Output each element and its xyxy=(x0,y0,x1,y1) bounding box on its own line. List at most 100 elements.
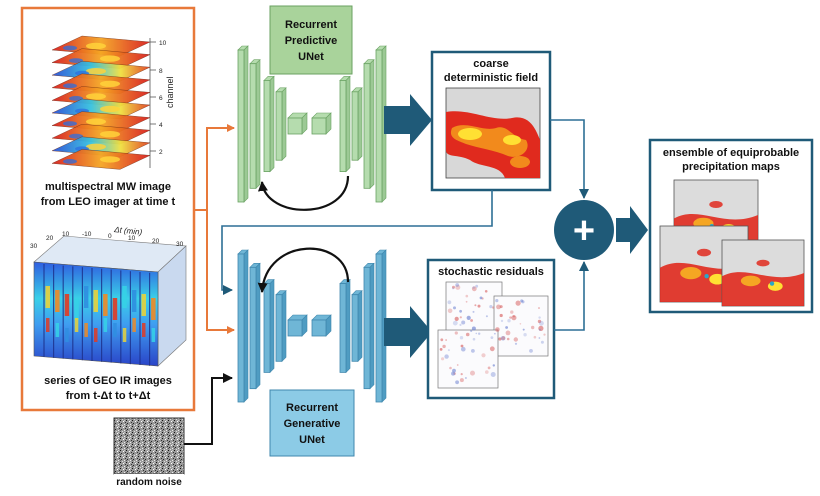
residual-speckle xyxy=(522,328,525,331)
residual-speckle xyxy=(441,357,445,361)
residual-speckle xyxy=(460,344,464,348)
mw-tick-label: 10 xyxy=(159,40,167,47)
generative-unet-label: Recurrent xyxy=(286,402,338,414)
residual-speckle xyxy=(537,319,542,324)
geo-ir-slice xyxy=(72,266,79,360)
geo-caption-line-1: series of GEO IR images xyxy=(44,375,172,387)
geo-ir-slice xyxy=(110,269,118,363)
residual-speckle xyxy=(456,364,459,366)
residual-speckle xyxy=(489,305,493,309)
unet-layer-block xyxy=(275,87,287,161)
unet-layer-block xyxy=(249,58,261,190)
geo-tick-label: 20 xyxy=(152,238,160,245)
predictive-recurrence-loop xyxy=(257,175,350,211)
residual-speckle xyxy=(489,346,495,352)
geo-tick-label: 10 xyxy=(128,235,136,242)
unet-layer-block xyxy=(249,262,261,390)
geo-tick-label: 10 xyxy=(62,231,70,238)
predictive-unet xyxy=(237,45,387,203)
predictive-unet-label-box xyxy=(269,5,353,75)
unet-layer-block xyxy=(275,289,287,363)
mw-tick-label: 6 xyxy=(159,95,163,102)
geo-axis-label: Δt (min) xyxy=(113,225,143,237)
ensemble-member-map xyxy=(721,239,805,307)
residual-speckle xyxy=(452,320,458,326)
coarse-field-label: coarse xyxy=(473,58,508,70)
residual-speckle xyxy=(470,329,473,332)
residual-speckle xyxy=(442,344,446,349)
generative-unet-label: Generative xyxy=(284,418,341,430)
residual-speckle xyxy=(500,336,506,341)
residual-speckle xyxy=(538,307,540,309)
geo-ir-slice xyxy=(120,270,127,364)
unet-layer-block xyxy=(263,278,275,374)
generative-unet xyxy=(237,249,387,403)
residual-speckle xyxy=(452,368,456,373)
generative-output-arrow xyxy=(384,306,432,358)
mw-caption-line-2: from LEO imager at time t xyxy=(41,196,176,208)
mw-axis-label: channel xyxy=(165,76,175,108)
geo-tick-label: 30 xyxy=(30,243,38,250)
unet-layer-block xyxy=(351,289,363,363)
residual-speckle xyxy=(538,328,541,331)
residual-speckle xyxy=(460,373,463,376)
random-noise-image xyxy=(113,417,185,475)
residual-speckle xyxy=(538,316,541,319)
residual-speckle xyxy=(494,332,496,335)
predictive-unet-label: UNet xyxy=(298,51,324,63)
residual-speckle xyxy=(511,315,517,321)
coarse-field-label: deterministic field xyxy=(444,72,538,84)
residual-speckle xyxy=(472,337,476,341)
residual-speckle xyxy=(472,286,476,289)
residual-speckle xyxy=(490,336,494,339)
residual-speckle xyxy=(506,337,510,341)
residual-speckle xyxy=(471,326,476,331)
residual-speckle xyxy=(495,327,500,332)
random-noise-caption-bg xyxy=(114,474,184,488)
unet-bottleneck-block xyxy=(287,314,308,337)
residual-speckle xyxy=(538,325,544,331)
residual-speckle xyxy=(461,320,466,325)
residual-speckle xyxy=(484,290,488,293)
residual-speckle xyxy=(531,325,535,330)
generative-recurrence-loop xyxy=(257,247,350,293)
unet-layer-block xyxy=(339,278,351,374)
unet-layer-block xyxy=(351,87,363,161)
residual-speckle xyxy=(499,313,503,318)
mw-tick-label: 8 xyxy=(159,68,163,75)
residual-speckle xyxy=(487,366,491,370)
combine-output-arrow xyxy=(616,206,648,254)
residual-speckle xyxy=(520,299,524,303)
unet-layer-block xyxy=(237,45,249,203)
predictive-output-arrow xyxy=(384,94,432,146)
geo-ir-slice xyxy=(62,265,70,359)
residual-speckle xyxy=(523,333,527,337)
residual-speckle xyxy=(459,323,462,326)
residual-speckle xyxy=(513,337,518,342)
residual-speckle xyxy=(543,333,546,336)
unet-layer-block xyxy=(363,58,375,190)
residual-speckle xyxy=(464,377,467,379)
residual-maps xyxy=(437,281,549,389)
mw-caption-line-1: multispectral MW image xyxy=(45,181,171,193)
geo-tick-label: 20 xyxy=(46,235,54,242)
combine-symbol: + xyxy=(573,210,595,252)
residual-speckle xyxy=(539,320,544,326)
residual-speckle xyxy=(447,308,453,314)
generative-unet-label-box xyxy=(269,389,355,457)
ensemble-maps xyxy=(659,179,805,307)
geo-ir-slice xyxy=(52,264,60,358)
residual-speckle xyxy=(501,336,506,340)
residual-speckle xyxy=(515,300,521,306)
residual-speckle xyxy=(444,354,449,359)
geo-tick-label: 30 xyxy=(176,241,184,248)
residual-speckle xyxy=(471,349,475,353)
mw-image-stack xyxy=(51,35,156,170)
residual-speckle xyxy=(455,283,460,287)
coarse-field-map xyxy=(445,87,541,179)
predictive-unet-label: Predictive xyxy=(285,35,338,47)
random-noise-label: random noise xyxy=(116,477,182,488)
residual-speckle xyxy=(495,299,499,303)
geo-ir-slice xyxy=(81,267,89,361)
residual-speckle xyxy=(510,310,514,314)
